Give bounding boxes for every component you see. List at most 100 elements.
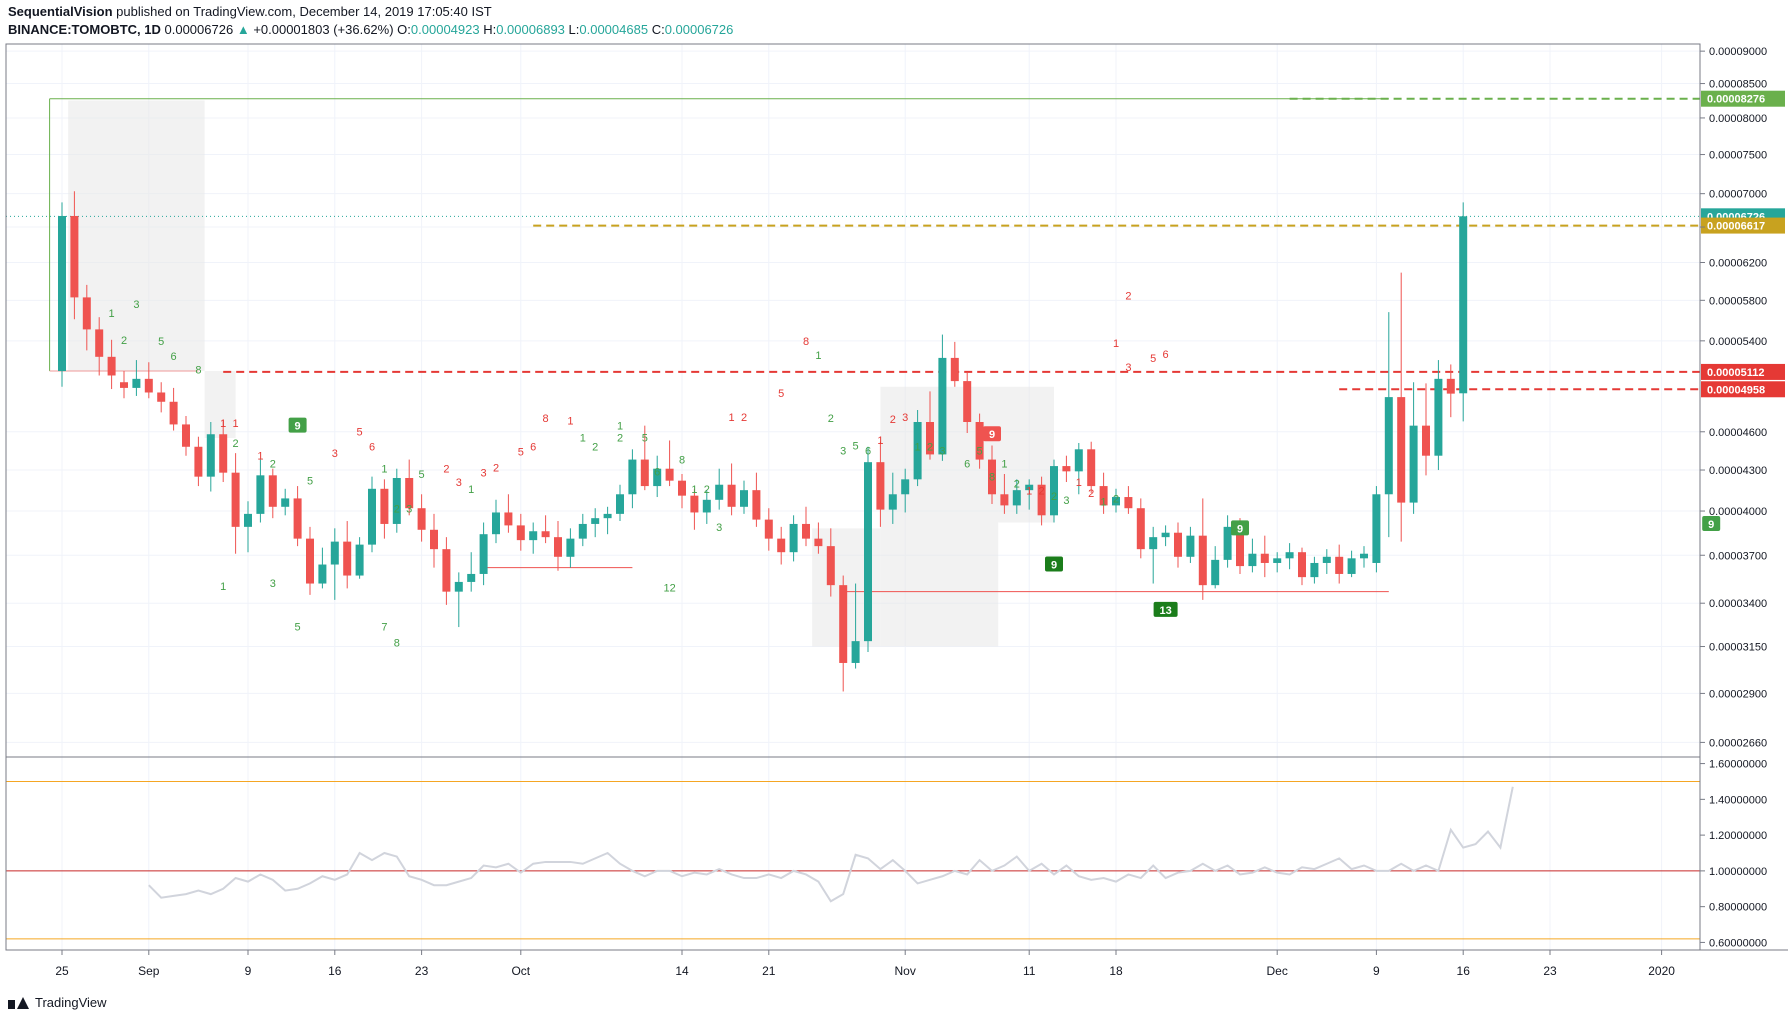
ohlc-open-label: O: bbox=[397, 22, 411, 37]
candle-body bbox=[975, 421, 984, 460]
time-tick-label: 21 bbox=[762, 964, 776, 978]
indicator-tick-label: 0.80000000 bbox=[1709, 902, 1767, 914]
time-tick-label: Nov bbox=[895, 964, 916, 978]
sequential-count-label: 2 bbox=[121, 335, 127, 347]
candle-body bbox=[963, 381, 972, 422]
price-tick-label: 0.00003400 bbox=[1709, 598, 1767, 610]
candle-body bbox=[1446, 378, 1455, 394]
sequential-count-label: 3 bbox=[456, 477, 462, 489]
axes: 0.00002660 0.00002900 0.00003150 0.00003400… bbox=[5, 43, 1788, 978]
price-tick-label: 0.00006200 bbox=[1709, 257, 1767, 269]
candle-body bbox=[132, 378, 141, 388]
candle-body bbox=[380, 488, 389, 524]
footer-brand[interactable]: TradingView bbox=[35, 995, 107, 1010]
sequential-count-label: 2 bbox=[890, 414, 896, 426]
candle-body bbox=[901, 479, 910, 495]
time-tick-label: 2020 bbox=[1648, 964, 1675, 978]
candle-body bbox=[442, 549, 451, 592]
candle-body bbox=[219, 434, 228, 473]
candle-body bbox=[789, 523, 798, 553]
candle-body bbox=[355, 544, 364, 576]
price-level-badge bbox=[1701, 217, 1785, 234]
sequential-count-label: 2 bbox=[394, 503, 400, 515]
candle-body bbox=[318, 564, 327, 584]
candle-body bbox=[1236, 526, 1244, 567]
indicator-tick-label: 1.40000000 bbox=[1709, 794, 1767, 806]
sequential-count-label: 5 bbox=[977, 445, 983, 457]
sequential-count-label: 3 bbox=[406, 503, 412, 515]
candle-body bbox=[256, 475, 265, 514]
candle-body bbox=[1285, 552, 1294, 559]
setup-badge-label: 9 bbox=[1237, 523, 1243, 535]
candle-body bbox=[1087, 449, 1096, 487]
price-levels: 0.000082760.000067260.000066170.00005112… bbox=[6, 90, 1785, 593]
sequential-count-label: 5 bbox=[518, 447, 524, 459]
candle-body bbox=[1211, 559, 1220, 586]
author-name[interactable]: SequentialVision bbox=[8, 4, 113, 19]
indicator-tick-label: 1.60000000 bbox=[1709, 759, 1767, 771]
sequential-count-label: 2 bbox=[617, 433, 623, 445]
sequential-count-label: 2 bbox=[493, 462, 499, 474]
price-tick-label: 0.00002660 bbox=[1709, 737, 1767, 749]
candle-body bbox=[876, 462, 885, 510]
publish-info: SequentialVision published on TradingVie… bbox=[8, 4, 492, 19]
price-tick-label: 0.00004300 bbox=[1709, 465, 1767, 477]
sequential-count-label: 2 bbox=[828, 413, 834, 425]
sequential-count-label: 2 bbox=[704, 484, 710, 496]
price-level-badge-label: 0.00008276 bbox=[1707, 94, 1765, 106]
candle-body bbox=[1149, 537, 1158, 550]
last-price: 0.00006726 bbox=[164, 22, 234, 37]
sequential-count-label: 5 bbox=[1150, 353, 1156, 365]
sequential-count-label: 3 bbox=[270, 578, 276, 590]
time-tick-label: 23 bbox=[1543, 964, 1557, 978]
candle-body bbox=[529, 531, 538, 541]
candle-body bbox=[1050, 466, 1058, 516]
candle-body bbox=[1248, 553, 1257, 567]
candle-body bbox=[938, 357, 947, 455]
time-tick-label: 9 bbox=[1373, 964, 1380, 978]
indicator-tick-label: 0.60000000 bbox=[1709, 937, 1767, 949]
candle-body bbox=[1124, 497, 1133, 509]
price-level-badge bbox=[1701, 381, 1785, 398]
sequential-count-label: 1 bbox=[580, 433, 586, 445]
sequential-count-label: 6 bbox=[369, 442, 375, 454]
candle-body bbox=[120, 382, 128, 388]
ohlc-open: 0.00004923 bbox=[410, 22, 480, 37]
candle-body bbox=[1273, 558, 1282, 563]
candle-body bbox=[1372, 494, 1381, 563]
sequential-count-label: 1 bbox=[233, 418, 239, 430]
candle-body bbox=[268, 475, 277, 507]
candle-body bbox=[1434, 378, 1443, 456]
price-level-badge-label: 0.00006617 bbox=[1707, 221, 1765, 233]
sequential-count-label: 5 bbox=[307, 476, 313, 488]
sequential-count-label: 3 bbox=[716, 522, 722, 534]
sequential-count-label: 2 bbox=[270, 458, 276, 470]
time-tick-label: 16 bbox=[1457, 964, 1471, 978]
sequential-count-label: 1 bbox=[468, 484, 474, 496]
candle-body bbox=[628, 459, 637, 495]
sequential-count-label: 1 bbox=[729, 412, 735, 424]
sequential-count-label: 5 bbox=[158, 336, 164, 348]
candle-body bbox=[1037, 484, 1046, 516]
candle-body bbox=[616, 494, 624, 514]
candle-body bbox=[281, 498, 290, 507]
setup-badge-label: 9 bbox=[295, 421, 301, 433]
candle-body bbox=[988, 459, 996, 495]
candle-body bbox=[1335, 556, 1344, 574]
candle-body bbox=[206, 434, 215, 477]
sequential-count-label: 2 bbox=[1051, 491, 1057, 503]
symbol-name[interactable]: BINANCE:TOMOBTC, 1D bbox=[8, 22, 161, 37]
setup-badge-label: 9 bbox=[989, 429, 995, 441]
candle-body bbox=[913, 421, 922, 480]
time-tick-label: 23 bbox=[415, 964, 429, 978]
candle-body bbox=[1025, 484, 1034, 491]
sequential-count-label: 2 bbox=[592, 442, 598, 454]
sequential-count-label: 3 bbox=[332, 448, 338, 460]
setup-band bbox=[880, 386, 999, 647]
price-tick-label: 0.00009000 bbox=[1709, 46, 1767, 58]
sequential-count-label: 1 bbox=[220, 581, 226, 593]
candle-body bbox=[1136, 508, 1145, 550]
sequential-count-label: 1 bbox=[567, 415, 573, 427]
setup-bands bbox=[68, 100, 1054, 647]
